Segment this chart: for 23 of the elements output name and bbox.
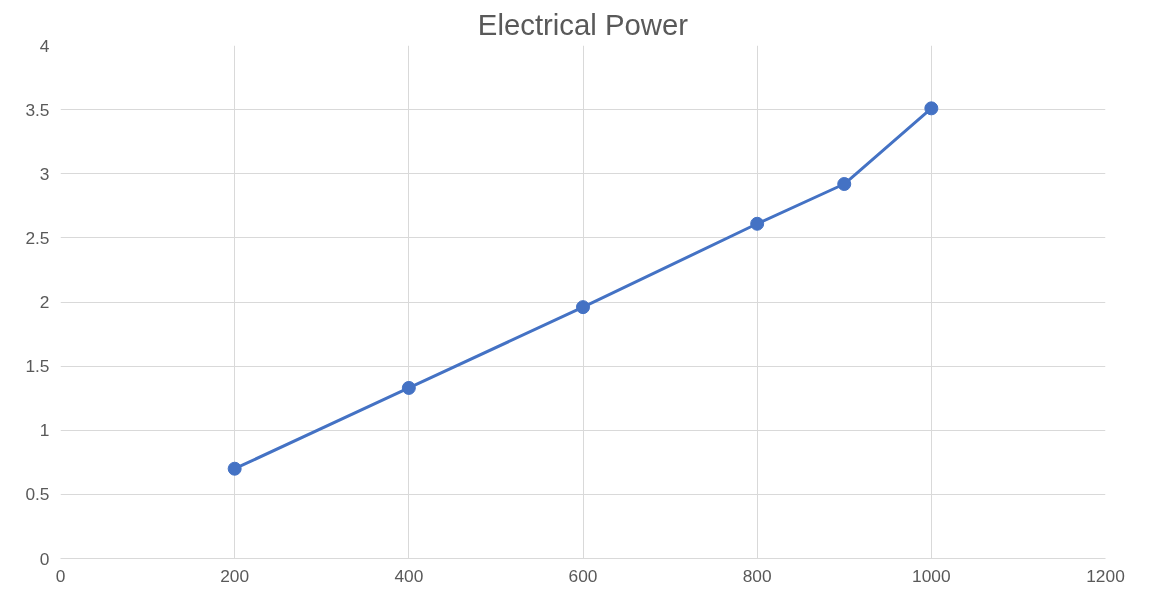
- y-tick-label: 0.5: [25, 484, 50, 505]
- x-tick-label: 1200: [1086, 565, 1125, 586]
- x-tick-label: 600: [568, 565, 598, 586]
- x-tick-label: 800: [742, 565, 772, 586]
- y-tick-label: 1: [39, 420, 50, 441]
- x-tick-label: 1000: [912, 565, 951, 586]
- chart-title: Electrical Power: [477, 7, 689, 41]
- y-tick-label: 3.5: [25, 99, 50, 120]
- point: [227, 461, 242, 476]
- y-tick-label: 4: [39, 35, 50, 56]
- y-tick-label: 2: [39, 292, 50, 312]
- point: [924, 101, 939, 116]
- y-tick-label: 0: [39, 548, 50, 569]
- y-tick-label: 3: [39, 163, 50, 184]
- y-tick-label: 2.5: [25, 227, 50, 248]
- y-tick-label: 1.5: [25, 356, 50, 377]
- point: [837, 177, 852, 191]
- point: [401, 380, 416, 395]
- x-tick-label: 400: [394, 565, 424, 586]
- x-tick-label: 200: [220, 565, 250, 586]
- point: [576, 300, 590, 315]
- x-tick-label: 0: [55, 565, 66, 586]
- point: [750, 216, 765, 231]
